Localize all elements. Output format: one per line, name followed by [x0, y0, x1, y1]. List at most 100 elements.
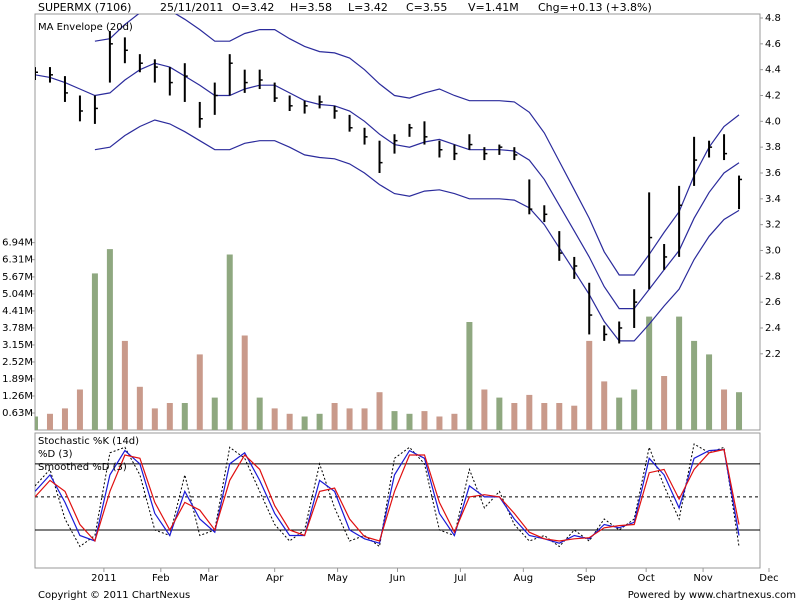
x-tick-label: 2011: [91, 573, 116, 584]
volume-bar: [211, 397, 218, 430]
y-tick-label: 1.26M: [2, 391, 33, 402]
x-tick-label: Nov: [693, 573, 713, 584]
x-tick-label: Jun: [389, 573, 406, 584]
y-tick-label: 2.4: [765, 323, 781, 334]
volume-bar: [646, 316, 653, 430]
legend-label: %D (3): [38, 449, 73, 460]
volume-bar: [421, 411, 428, 430]
x-tick-label: Apr: [266, 573, 284, 584]
volume-bar: [721, 389, 728, 430]
y-tick-label: 6.31M: [2, 255, 33, 266]
volume-bar: [151, 408, 158, 430]
y-tick-label: 3.15M: [2, 340, 33, 351]
y-tick-label: 4.8: [765, 13, 781, 24]
x-tick-label: Sep: [577, 573, 596, 584]
volume-bar: [451, 413, 458, 430]
header-field: 25/11/2011: [160, 1, 223, 14]
envelope-line: [94, 119, 740, 342]
volume-bar: [496, 397, 503, 430]
volume-bar: [736, 392, 743, 430]
header: SUPERMX (7106) 25/11/2011 O=3.42 H=3.58 L=3.…: [38, 1, 652, 14]
volume-bar: [556, 403, 563, 430]
y-tick-label: 5.04M: [2, 289, 33, 300]
y-tick-label: 1.89M: [2, 374, 33, 385]
volume-bar: [256, 397, 263, 430]
volume-bar: [406, 413, 413, 430]
x-tick-label: Dec: [759, 573, 778, 584]
header-field: Chg=+0.13 (+3.8%): [538, 1, 652, 14]
volume-bar: [331, 403, 338, 430]
stochastic-layer: [35, 443, 760, 548]
volume-bar: [121, 340, 128, 430]
volume-bar: [241, 335, 248, 430]
y-tick-label: 3.78M: [2, 323, 33, 334]
volume-bar: [226, 254, 233, 430]
volume-bar: [316, 413, 323, 430]
y-tick-label: 3.8: [765, 142, 781, 153]
legend-label: Smoothed %D (3): [38, 462, 127, 473]
volume-bar: [706, 354, 713, 430]
y-tick-label: 6.94M: [2, 238, 33, 249]
volume-bar: [481, 389, 488, 430]
volume-bar: [46, 413, 53, 430]
y-tick-label: 4.4: [765, 65, 781, 76]
volume-bar: [511, 403, 518, 430]
y-tick-label: 3.0: [765, 245, 781, 256]
volume-bar: [166, 403, 173, 430]
volume-bar: [106, 249, 113, 430]
ma-line: [35, 62, 740, 310]
y-tick-label: 4.41M: [2, 306, 33, 317]
x-tick-label: Mar: [199, 573, 219, 584]
volume-bar: [346, 408, 353, 430]
volume-bar: [661, 376, 668, 430]
header-field: O=3.42: [232, 1, 274, 14]
volume-bar: [181, 403, 188, 430]
y-tick-label: 0.63M: [2, 408, 33, 419]
header-field: L=3.42: [348, 1, 388, 14]
volume-bar: [526, 394, 533, 430]
volume-bar: [616, 397, 623, 430]
header-field: V=1.41M: [468, 1, 519, 14]
volume-bar: [286, 413, 293, 430]
volume-bar: [436, 416, 443, 430]
volume-bar: [676, 316, 683, 430]
volume-bar: [61, 408, 68, 430]
x-tick-label: May: [327, 573, 348, 584]
copyright: Copyright © 2011 ChartNexus: [38, 590, 190, 600]
volume-bar: [541, 403, 548, 430]
volume-bar: [376, 392, 383, 430]
volume-bar: [361, 408, 368, 430]
volume-bar: [301, 416, 308, 430]
y-tick-label: 3.2: [765, 220, 781, 231]
y-tick-label: 2.6: [765, 297, 781, 308]
x-tick-label: Feb: [152, 573, 170, 584]
legend-label: MA Envelope (20d): [38, 22, 133, 33]
y-tick-label: 3.6: [765, 168, 781, 179]
legend-label: Stochastic %K (14d): [38, 436, 139, 447]
y-tick-label: 4.0: [765, 116, 781, 127]
y-tick-label: 2.52M: [2, 357, 33, 368]
volume-bar: [691, 340, 698, 430]
volume-bar: [631, 389, 638, 430]
volume-bar: [76, 389, 83, 430]
y-tick-label: 3.4: [765, 194, 781, 205]
y-tick-label: 2.2: [765, 349, 781, 360]
y-tick-label: 5.67M: [2, 272, 33, 283]
volume-bar: [196, 354, 203, 430]
volume-bar: [271, 408, 278, 430]
volume-bar: [91, 273, 98, 430]
volume-bar: [35, 416, 38, 430]
header-field: C=3.55: [406, 1, 447, 14]
x-tick-label: Aug: [514, 573, 534, 584]
price-panel: [34, 13, 761, 431]
y-tick-label: 4.6: [765, 39, 781, 50]
volume-bar: [466, 322, 473, 430]
stochastic-line: [35, 448, 740, 543]
x-tick-label: Oct: [638, 573, 655, 584]
volume-bar: [601, 381, 608, 430]
header-field: H=3.58: [290, 1, 332, 14]
volume-bar: [571, 405, 578, 430]
header-field: SUPERMX (7106): [38, 1, 131, 14]
x-tick-label: Jul: [453, 573, 466, 584]
